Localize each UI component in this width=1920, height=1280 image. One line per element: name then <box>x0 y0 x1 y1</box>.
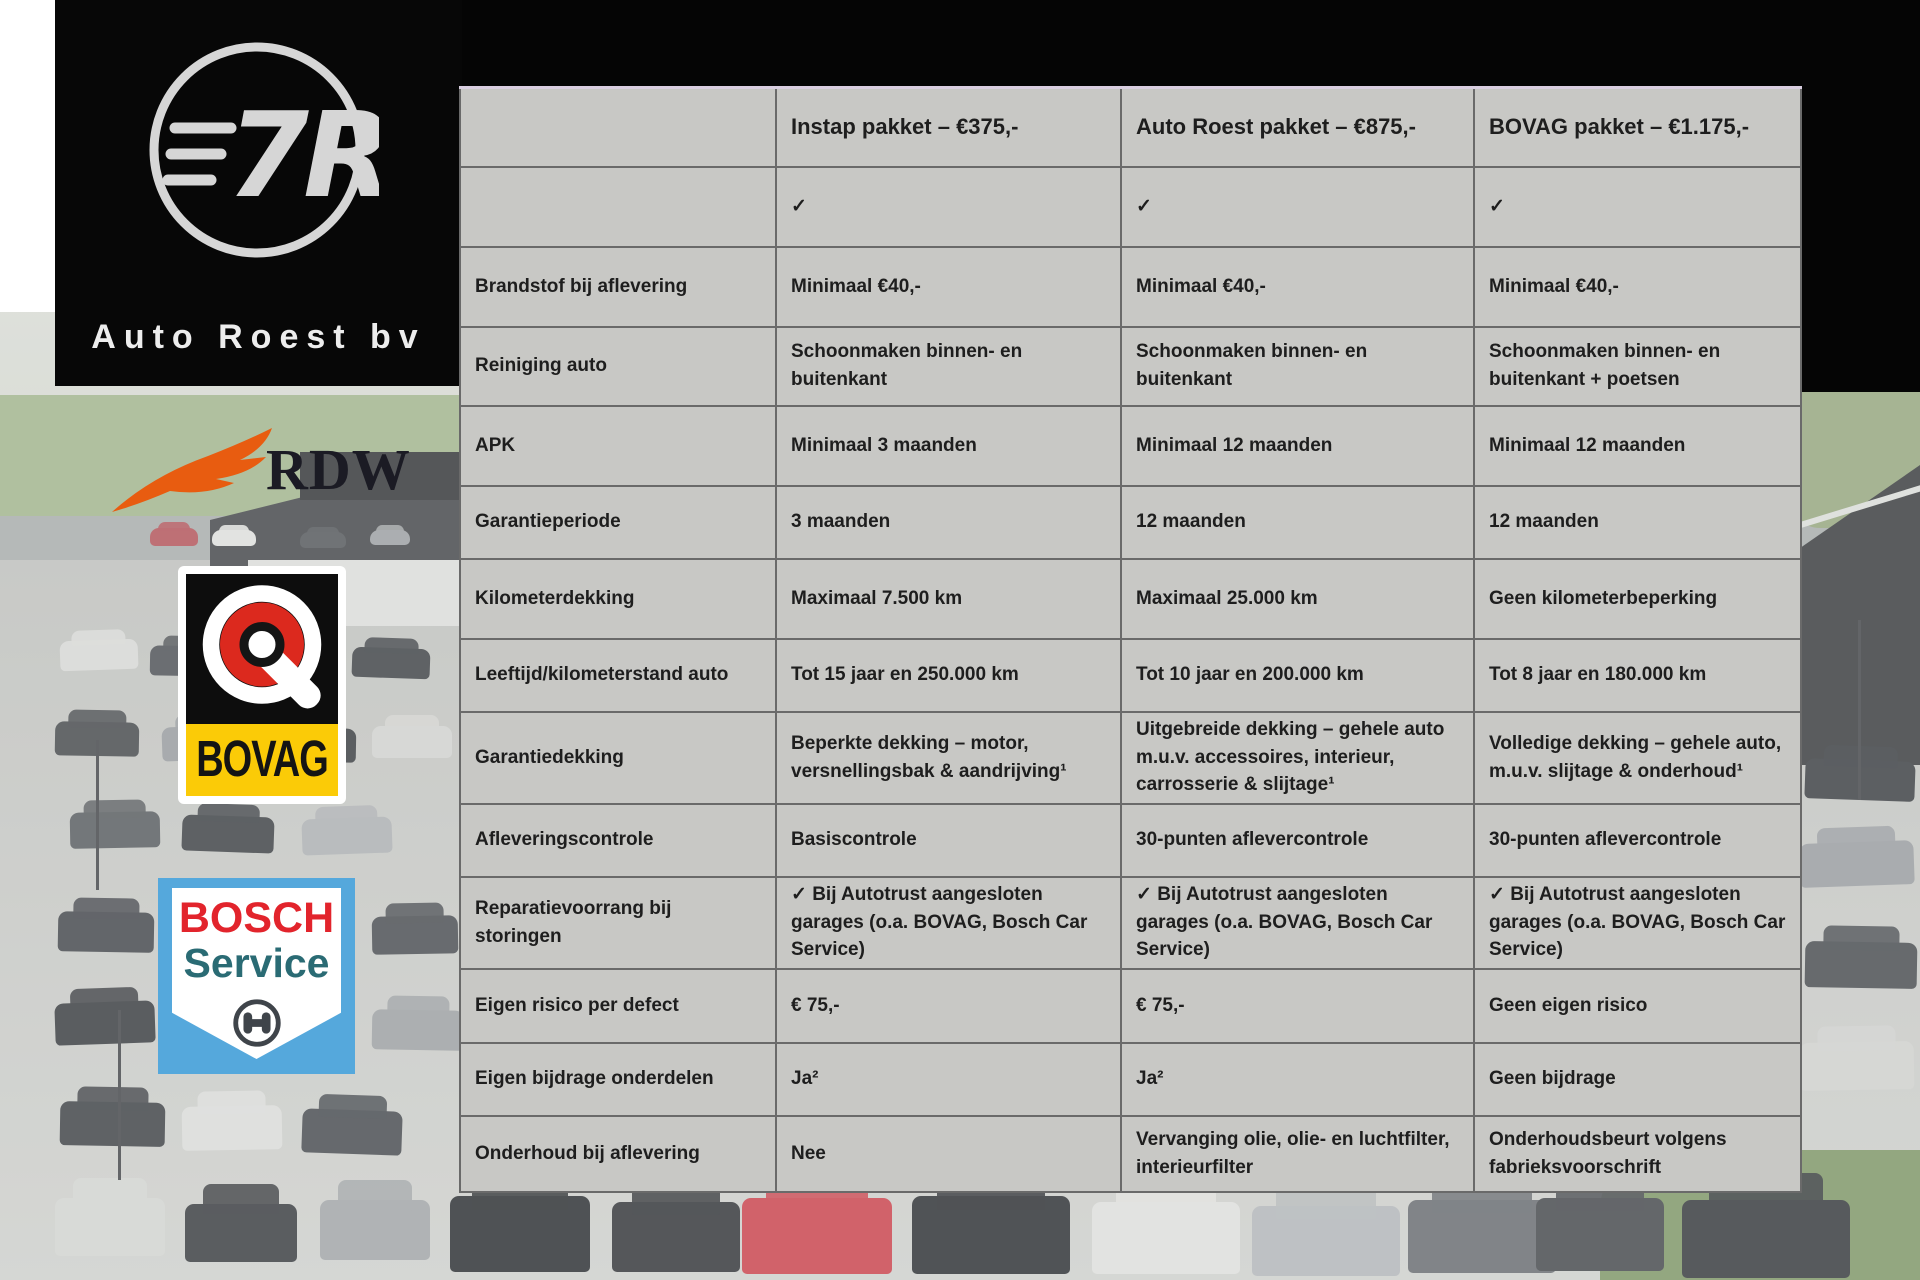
table-cell: Schoonmaken binnen- en buitenkant <box>1120 325 1475 407</box>
row-label: Eigen risico per defect <box>459 967 777 1044</box>
row-label: Garantiedekking <box>459 710 777 805</box>
row-label: Afleveringscontrole <box>459 802 777 878</box>
table-cell: ✓ Bij Autotrust aangesloten garages (o.a… <box>775 875 1122 970</box>
table-cell: Minimaal €40,- <box>775 245 1122 328</box>
bosch-service-text: Service <box>183 940 330 986</box>
rdw-logo-text: RDW <box>266 437 411 502</box>
row-label: Reparatievoorrang bij storingen <box>459 875 777 970</box>
package-table: Instap pakket – €375,- Auto Roest pakket … <box>459 86 1802 1193</box>
car-silhouette <box>300 526 346 548</box>
table-cell: € 75,- <box>1120 967 1475 1044</box>
lamp-post <box>118 1010 121 1180</box>
table-cell: ✓ <box>1120 165 1475 248</box>
car-silhouette <box>370 524 410 545</box>
auto-roest-logo-panel: 7R Auto Roest bv <box>55 0 462 386</box>
rdw-logo: RDW <box>108 420 411 524</box>
row-label: APK <box>459 404 777 487</box>
car-silhouette <box>612 1178 740 1272</box>
car-silhouette <box>912 1169 1070 1274</box>
table-cell: 30-punten aflevercontrole <box>1473 802 1802 878</box>
table-cell: Onderhoudsbeurt volgens fabrieksvoorschr… <box>1473 1114 1802 1193</box>
bovag-icon <box>186 574 338 724</box>
table-cell: Maximaal 25.000 km <box>1120 557 1475 640</box>
row-label: Leeftijd/kilometerstand auto <box>459 637 777 713</box>
table-cell: Geen eigen risico <box>1473 967 1802 1044</box>
table-cell: Minimaal €40,- <box>1473 245 1802 328</box>
table-cell: Volledige dekking – gehele auto, m.u.v. … <box>1473 710 1802 805</box>
bovag-logo: BOVAG <box>178 566 346 804</box>
package-column-header: BOVAG pakket – €1.175,- <box>1473 86 1802 168</box>
package-column-header: Instap pakket – €375,- <box>775 86 1122 168</box>
table-cell: 30-punten aflevercontrole <box>1120 802 1475 878</box>
bosch-service-logo: BOSCH Service <box>158 878 355 1074</box>
table-cell: ✓ Bij Autotrust aangesloten garages (o.a… <box>1120 875 1475 970</box>
table-cell: Nee <box>775 1114 1122 1193</box>
row-label-header <box>459 86 777 168</box>
table-cell: ✓ <box>775 165 1122 248</box>
bovag-logo-text: BOVAG <box>196 730 329 788</box>
car-silhouette <box>150 521 198 546</box>
top-right-black-block <box>1795 0 1920 392</box>
package-comparison-table-wrap: Instap pakket – €375,- Auto Roest pakket … <box>459 86 1802 1193</box>
table-cell: Ja² <box>1120 1041 1475 1117</box>
table-cell: Maximaal 7.500 km <box>775 557 1122 640</box>
table-cell: Vervanging olie, olie- en luchtfilter, i… <box>1120 1114 1475 1193</box>
row-label: Brandstof bij aflevering <box>459 245 777 328</box>
table-cell: Minimaal 12 maanden <box>1120 404 1475 487</box>
auto-roest-monogram-icon: 7R <box>149 42 379 258</box>
car-silhouette <box>320 1179 430 1260</box>
company-name: Auto Roest bv <box>91 318 426 356</box>
bosch-logo-text: BOSCH <box>178 894 335 942</box>
table-cell: Tot 8 jaar en 180.000 km <box>1473 637 1802 713</box>
row-label: Kilometerdekking <box>459 557 777 640</box>
table-cell: Minimaal €40,- <box>1120 245 1475 328</box>
table-cell: Minimaal 3 maanden <box>775 404 1122 487</box>
table-cell: Tot 15 jaar en 250.000 km <box>775 637 1122 713</box>
row-label: Garantieperiode <box>459 484 777 560</box>
left-white-margin <box>0 0 55 312</box>
package-column-header: Auto Roest pakket – €875,- <box>1120 86 1475 168</box>
table-cell: Geen bijdrage <box>1473 1041 1802 1117</box>
row-label: Eigen bijdrage onderdelen <box>459 1041 777 1117</box>
car-silhouette <box>185 1184 297 1262</box>
lamp-post <box>1858 620 1861 800</box>
table-cell: Basiscontrole <box>775 802 1122 878</box>
rdw-wing-icon <box>112 428 272 512</box>
table-cell: ✓ Bij Autotrust aangesloten garages (o.a… <box>1473 875 1802 970</box>
table-cell: Minimaal 12 maanden <box>1473 404 1802 487</box>
row-label: Reiniging auto <box>459 325 777 407</box>
table-cell: Ja² <box>775 1041 1122 1117</box>
car-silhouette <box>55 1178 165 1256</box>
table-cell: Uitgebreide dekking – gehele auto m.u.v.… <box>1120 710 1475 805</box>
bovag-yellow-band: BOVAG <box>186 724 338 796</box>
row-label <box>459 165 777 248</box>
table-cell: Schoonmaken binnen- en buitenkant + poet… <box>1473 325 1802 407</box>
table-cell: 12 maanden <box>1120 484 1475 560</box>
lamp-post <box>96 740 99 890</box>
table-cell: Beperkte dekking – motor, versnellingsba… <box>775 710 1122 805</box>
svg-text:7R: 7R <box>227 86 379 224</box>
photo-building-sign <box>300 452 462 500</box>
bosch-armature-icon <box>232 999 281 1047</box>
table-cell: Tot 10 jaar en 200.000 km <box>1120 637 1475 713</box>
table-cell: ✓ <box>1473 165 1802 248</box>
table-cell: Schoonmaken binnen- en buitenkant <box>775 325 1122 407</box>
row-label: Onderhoud bij aflevering <box>459 1114 777 1193</box>
table-cell: 3 maanden <box>775 484 1122 560</box>
table-cell: Geen kilometerbeperking <box>1473 557 1802 640</box>
car-silhouette <box>212 524 256 546</box>
car-silhouette <box>372 715 452 758</box>
table-cell: 12 maanden <box>1473 484 1802 560</box>
table-cell: € 75,- <box>775 967 1122 1044</box>
